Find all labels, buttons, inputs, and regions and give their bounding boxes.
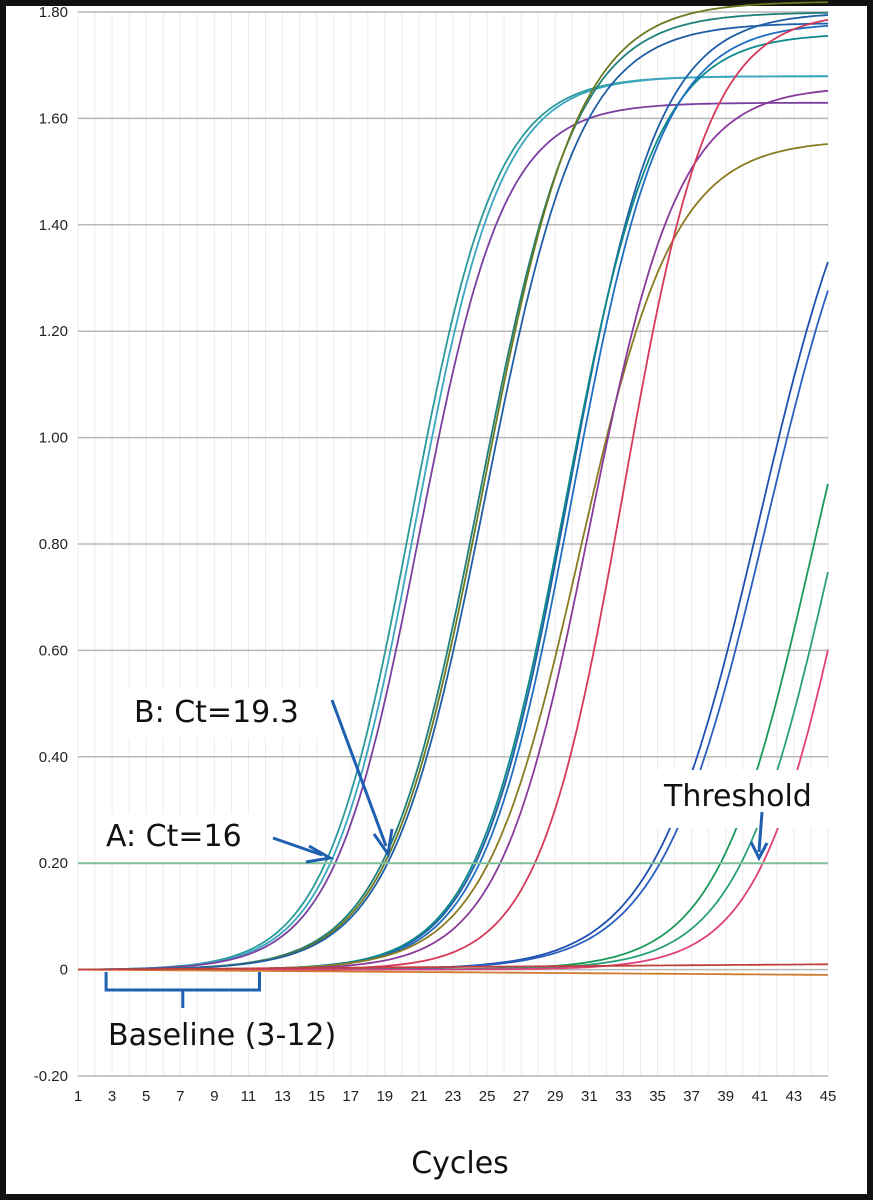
annotation-b: B: Ct=19.3 [134, 695, 299, 730]
y-tick-label: 1.60 [39, 110, 68, 127]
x-tick-label: 5 [142, 1088, 150, 1105]
annotation-a-arrow [272, 836, 323, 857]
baseline-bracket [104, 972, 261, 1008]
x-tick-label: 43 [786, 1088, 803, 1105]
x-tick-label: 7 [176, 1088, 184, 1105]
x-tick-label: 41 [751, 1088, 768, 1105]
x-tick-label: 9 [210, 1088, 218, 1105]
x-tick-label: 25 [479, 1088, 496, 1105]
threshold-label-bg [655, 770, 835, 828]
annotation-b-bg [128, 688, 323, 738]
x-axis-ticks: 1 3 5 7 9 11 13 15 17 19 21 23 25 27 29 31 33 35 37 39 41 43 4… [74, 1088, 837, 1105]
annotation-a-bg [100, 814, 260, 862]
y-tick-label: 1.40 [39, 217, 68, 234]
x-tick-label: 45 [820, 1088, 837, 1105]
threshold-arrow [757, 811, 764, 853]
series-line [78, 968, 828, 976]
y-tick-label: -0.20 [34, 1068, 68, 1085]
x-tick-label: 11 [241, 1088, 257, 1105]
x-tick-label: 29 [547, 1088, 564, 1105]
y-tick-label: 0.20 [39, 855, 68, 872]
x-axis-label: Cycles [411, 1146, 509, 1181]
x-tick-label: 27 [513, 1088, 530, 1105]
series-lines [78, 1, 829, 976]
threshold-label: Threshold [663, 779, 812, 814]
x-tick-label: 21 [411, 1088, 428, 1105]
x-tick-label: 19 [376, 1088, 393, 1105]
annotation-a: A: Ct=16 [106, 819, 242, 854]
x-tick-label: 15 [308, 1088, 325, 1105]
series-line [78, 22, 829, 971]
x-tick-label: 35 [649, 1088, 666, 1105]
threshold-arrow-head [749, 841, 769, 862]
x-tick-label: 23 [445, 1088, 462, 1105]
annotation-b-arrow-head [372, 828, 394, 858]
x-tick-label: 31 [581, 1088, 598, 1105]
annotation-b-arrow [330, 699, 388, 847]
y-tick-label: 0 [60, 962, 68, 979]
y-tick-label: 1.20 [39, 323, 68, 340]
y-tick-label: 1.00 [39, 430, 68, 447]
x-tick-label: 3 [108, 1088, 116, 1105]
series-line [78, 101, 828, 971]
x-tick-label: 13 [274, 1088, 291, 1105]
annotations: Threshold B: Ct=19.3 A: Ct=16 Baseline (3-1… [100, 688, 835, 1053]
series-line [78, 963, 828, 971]
annotation-a-arrow-head [305, 844, 335, 864]
y-axis-ticks: -0.20 0 0.20 0.40 0.60 0.80 1.00 1.20 1.40 1.60 1.… [34, 4, 68, 1085]
y-tick-label: 0.60 [39, 642, 68, 659]
x-tick-label: 33 [615, 1088, 632, 1105]
y-tick-label: 0.80 [39, 536, 68, 553]
x-tick-label: 1 [74, 1088, 82, 1105]
x-tick-label: 39 [717, 1088, 734, 1105]
x-tick-label: 17 [342, 1088, 359, 1105]
x-tick-label: 37 [683, 1088, 700, 1105]
baseline-label: Baseline (3-12) [108, 1018, 336, 1053]
y-tick-label: 0.40 [39, 749, 68, 766]
y-tick-label: 1.80 [39, 4, 68, 21]
